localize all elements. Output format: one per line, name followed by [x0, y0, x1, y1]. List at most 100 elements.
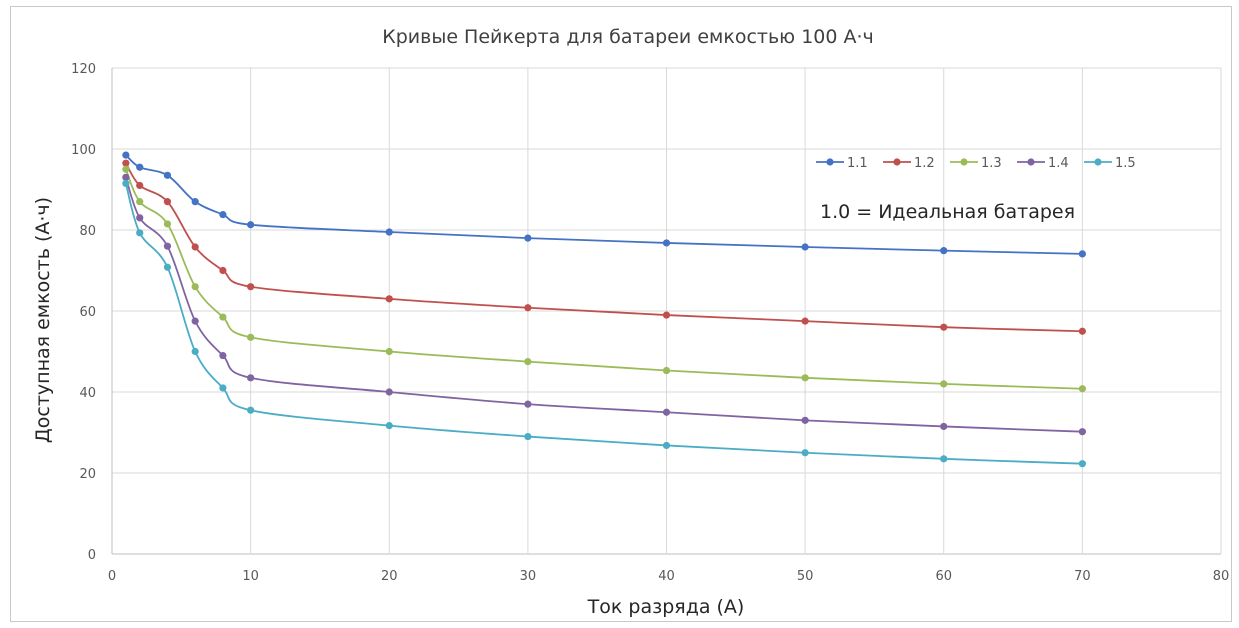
- x-tick-label: 20: [381, 569, 398, 584]
- series-1.1: [122, 151, 1086, 258]
- data-point: [940, 247, 948, 255]
- x-tick-label: 70: [1074, 569, 1091, 584]
- data-point: [662, 441, 671, 450]
- data-point: [163, 242, 172, 250]
- legend-label: 1.1: [847, 156, 868, 171]
- y-tick-label: 120: [71, 62, 96, 77]
- data-point: [122, 179, 130, 188]
- gridlines: [111, 67, 1222, 555]
- data-point: [1078, 327, 1086, 335]
- data-point: [219, 211, 227, 219]
- legend-marker: [893, 158, 901, 166]
- legend-marker: [826, 158, 834, 166]
- data-point: [524, 358, 532, 366]
- x-tick-label: 10: [242, 569, 259, 584]
- data-point: [385, 228, 393, 236]
- data-point: [191, 198, 199, 206]
- legend-marker: [960, 158, 968, 166]
- data-point: [219, 351, 227, 360]
- y-axis-title: Доступная емкость (А·ч): [32, 197, 54, 443]
- data-point: [524, 234, 532, 242]
- chart-title: Кривые Пейкерта для батареи емкостью 100…: [382, 26, 874, 48]
- x-tick-label: 0: [108, 569, 116, 584]
- data-point: [1078, 385, 1086, 393]
- data-point: [940, 380, 948, 388]
- data-point: [385, 422, 393, 430]
- series-line: [124, 183, 1083, 465]
- data-point: [801, 317, 809, 325]
- data-point: [940, 455, 948, 463]
- data-point: [191, 243, 199, 251]
- x-tick-label: 50: [797, 569, 814, 584]
- data-point: [801, 416, 809, 424]
- legend-item-1.1: 1.1: [816, 156, 868, 171]
- y-tick-label: 0: [88, 548, 96, 563]
- data-point: [136, 214, 144, 222]
- data-point: [662, 239, 671, 247]
- data-point: [191, 347, 199, 356]
- data-point: [136, 198, 144, 206]
- data-point: [191, 317, 199, 325]
- data-point: [385, 295, 393, 303]
- data-point: [247, 333, 255, 341]
- data-point: [1078, 460, 1086, 468]
- legend-label: 1.4: [1048, 156, 1069, 171]
- x-tick-label: 40: [658, 569, 675, 584]
- data-point: [524, 432, 532, 441]
- data-point: [219, 266, 227, 275]
- legend-label: 1.5: [1115, 156, 1136, 171]
- series-layer: [122, 151, 1086, 468]
- data-point: [122, 159, 130, 167]
- x-tick-label: 80: [1213, 569, 1230, 584]
- data-point: [1078, 250, 1086, 258]
- legend-label: 1.2: [914, 156, 935, 171]
- data-point: [1078, 428, 1086, 436]
- data-point: [122, 165, 130, 173]
- x-axis-title: Ток разряда (А): [587, 596, 745, 618]
- data-point: [801, 449, 809, 457]
- data-point: [247, 283, 255, 291]
- data-point: [191, 283, 199, 291]
- y-tick-label: 20: [79, 467, 96, 482]
- x-tick-labels: 0 10 20 30 40 50 60 70 80: [108, 569, 1229, 584]
- legend-marker: [1094, 158, 1102, 166]
- series-line: [125, 154, 1083, 255]
- data-point: [247, 374, 255, 382]
- data-point: [524, 400, 532, 408]
- data-point: [219, 384, 227, 392]
- y-tick-label: 40: [79, 386, 96, 401]
- data-point: [163, 263, 172, 271]
- data-point: [163, 198, 172, 206]
- y-tick-label: 100: [71, 143, 96, 158]
- data-point: [163, 171, 172, 179]
- series-line: [125, 177, 1083, 433]
- legend-item-1.5: 1.5: [1084, 156, 1136, 171]
- data-point: [247, 406, 255, 414]
- y-tick-label: 80: [79, 224, 96, 239]
- data-point: [524, 304, 532, 312]
- legend: 1.1 1.2 1.3 1.4 1.5: [816, 156, 1136, 171]
- data-point: [662, 311, 671, 319]
- data-point: [940, 422, 948, 431]
- data-point: [136, 163, 144, 171]
- data-point: [801, 374, 809, 382]
- series-1.4: [122, 173, 1086, 436]
- legend-item-1.2: 1.2: [883, 156, 935, 171]
- data-point: [163, 220, 172, 228]
- legend-marker: [1027, 158, 1035, 166]
- data-point: [385, 388, 393, 396]
- data-point: [662, 366, 671, 375]
- series-1.2: [122, 159, 1086, 335]
- legend-item-1.4: 1.4: [1017, 156, 1069, 171]
- data-point: [122, 151, 130, 159]
- series-1.5: [122, 179, 1086, 468]
- data-point: [136, 181, 144, 190]
- y-tick-label: 60: [79, 305, 96, 320]
- legend-item-1.3: 1.3: [950, 156, 1002, 171]
- data-point: [247, 221, 255, 229]
- chart-frame: [10, 6, 1232, 622]
- x-tick-label: 30: [520, 569, 537, 584]
- data-point: [940, 323, 948, 331]
- x-tick-label: 60: [935, 569, 952, 584]
